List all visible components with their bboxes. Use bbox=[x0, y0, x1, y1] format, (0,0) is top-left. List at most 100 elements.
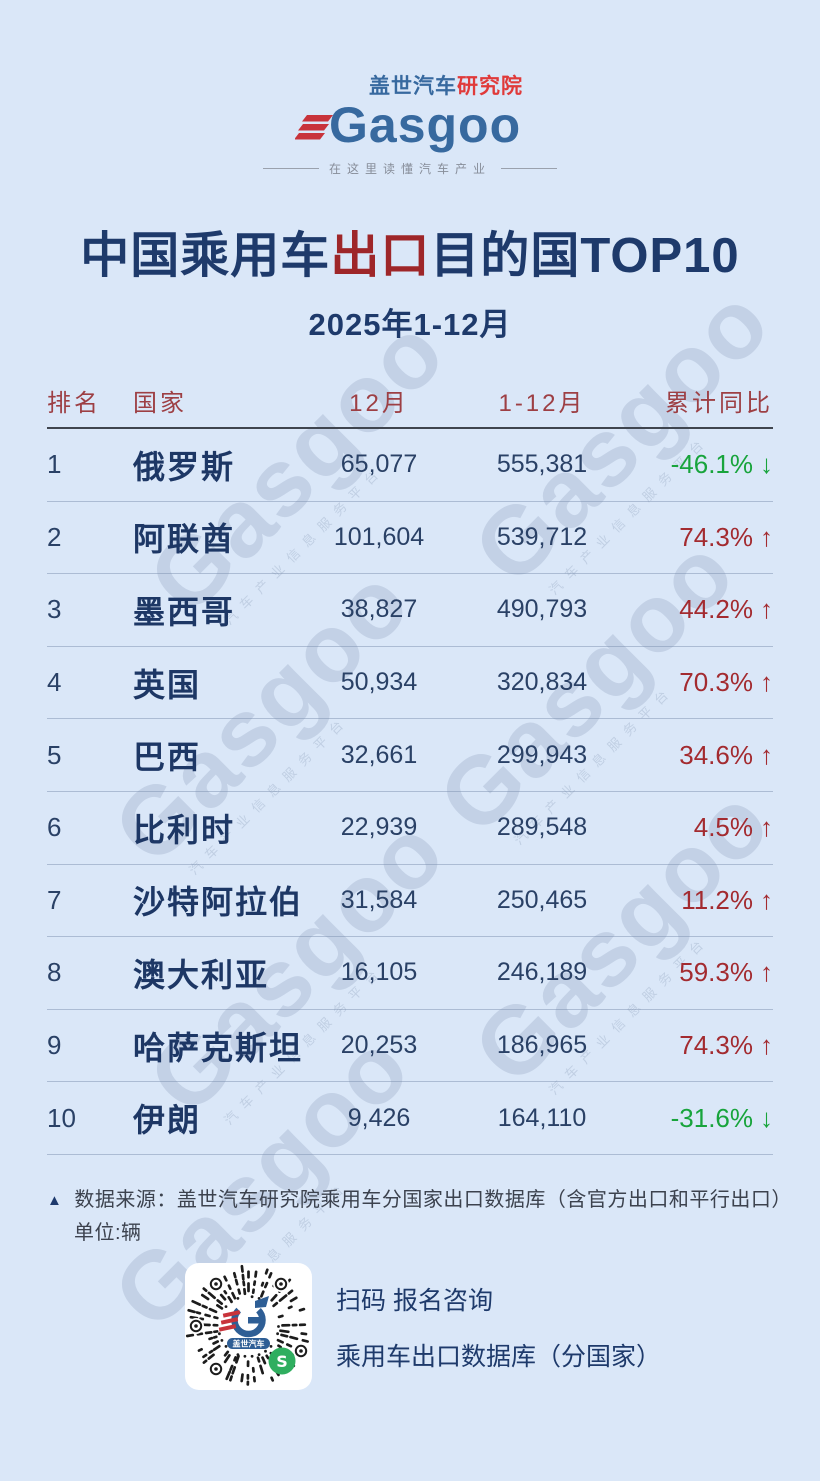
table-row: 5 巴西 32,661 299,943 34.6% ↑ bbox=[47, 719, 773, 792]
trend-arrow-icon: ↑ bbox=[760, 739, 773, 770]
table-row: 6 比利时 22,939 289,548 4.5% ↑ bbox=[47, 792, 773, 865]
logo-cn-brand: 盖世汽车 bbox=[369, 75, 457, 98]
title-prefix: 中国乘用车 bbox=[80, 229, 331, 283]
yoy-value: 70.3% bbox=[679, 667, 753, 698]
yoy-cell: -46.1% ↓ bbox=[631, 449, 773, 480]
rank-cell: 2 bbox=[47, 521, 62, 552]
source-marker-icon: ▲ bbox=[47, 1192, 63, 1209]
gasgoo-logo: Gasgoo 盖世汽车研究院 在这里读懂汽车产业 bbox=[0, 75, 820, 177]
ytd-value-cell: 539,712 bbox=[496, 522, 588, 551]
column-label-country: 国家 bbox=[133, 390, 187, 417]
table-row: 9 哈萨克斯坦 20,253 186,965 74.3% ↑ bbox=[47, 1010, 773, 1083]
trend-arrow-icon: ↓ bbox=[760, 449, 773, 480]
rank-cell: 6 bbox=[47, 812, 62, 843]
rank-cell: 10 bbox=[47, 1102, 76, 1133]
country-cell: 沙特阿拉伯 bbox=[133, 884, 304, 921]
footnote: ▲ 数据来源：盖世汽车研究院乘用车分国家出口数据库（含官方出口和平行出口） 单位… bbox=[47, 1184, 792, 1250]
source-text: 数据来源：盖世汽车研究院乘用车分国家出口数据库（含官方出口和平行出口） bbox=[74, 1189, 792, 1211]
country-cell: 比利时 bbox=[133, 811, 236, 848]
country-cell: 阿联酋 bbox=[133, 521, 236, 558]
qr-section: 盖世汽车 S 扫码 报名咨询 乘用车出口数据库（分国家） bbox=[185, 1263, 661, 1390]
yoy-cell: 34.6% ↑ bbox=[631, 740, 773, 771]
yoy-value: 59.3% bbox=[679, 957, 753, 988]
month-value-cell: 22,939 bbox=[340, 813, 418, 842]
ytd-value-cell: 186,965 bbox=[496, 1031, 588, 1060]
country-cell: 俄罗斯 bbox=[133, 448, 236, 485]
table-row: 3 墨西哥 38,827 490,793 44.2% ↑ bbox=[47, 574, 773, 647]
rank-cell: 5 bbox=[47, 739, 62, 770]
yoy-cell: 59.3% ↑ bbox=[631, 957, 773, 988]
page-title: 中国乘用车出口目的国TOP10 bbox=[0, 216, 820, 287]
title-highlight: 出口 bbox=[330, 229, 431, 283]
yoy-value: 34.6% bbox=[679, 739, 753, 770]
month-value-cell: 65,077 bbox=[340, 450, 418, 479]
table-row: 4 英国 50,934 320,834 70.3% ↑ bbox=[47, 647, 773, 720]
month-value-cell: 32,661 bbox=[340, 740, 418, 769]
trend-arrow-icon: ↓ bbox=[760, 1102, 773, 1133]
ytd-value-cell: 246,189 bbox=[496, 958, 588, 987]
trend-arrow-icon: ↑ bbox=[760, 594, 773, 625]
yoy-value: 11.2% bbox=[681, 884, 753, 915]
yoy-value: 74.3% bbox=[679, 1030, 753, 1061]
qr-caption-line1: 扫码 报名咨询 bbox=[336, 1286, 493, 1315]
country-cell: 伊朗 bbox=[133, 1102, 202, 1139]
table-row: 2 阿联酋 101,604 539,712 74.3% ↑ bbox=[47, 502, 773, 575]
column-label-rank: 排名 bbox=[47, 390, 101, 417]
country-cell: 哈萨克斯坦 bbox=[133, 1029, 304, 1066]
qr-code: 盖世汽车 S bbox=[185, 1264, 309, 1386]
rank-cell: 7 bbox=[47, 884, 62, 915]
column-label-ytd: 1-12月 bbox=[498, 390, 586, 417]
month-value-cell: 16,105 bbox=[340, 958, 418, 987]
tagline-text: 在这里读懂汽车产业 bbox=[328, 162, 491, 176]
ytd-value-cell: 320,834 bbox=[496, 668, 588, 697]
yoy-value: 4.5% bbox=[693, 812, 753, 843]
trend-arrow-icon: ↑ bbox=[760, 521, 773, 552]
month-value-cell: 38,827 bbox=[340, 595, 418, 624]
logo-chinese-name: 盖世汽车研究院 bbox=[369, 70, 523, 100]
trend-arrow-icon: ↑ bbox=[760, 812, 773, 843]
export-table: 排名 国家 12月 1-12月 累计同比 1 俄罗斯 65,077 555,38… bbox=[47, 383, 773, 1155]
country-cell: 英国 bbox=[133, 666, 202, 703]
table-row: 7 沙特阿拉伯 31,584 250,465 11.2% ↑ bbox=[47, 865, 773, 938]
yoy-value: -31.6% bbox=[670, 1102, 753, 1133]
ytd-value-cell: 164,110 bbox=[497, 1103, 587, 1132]
country-cell: 澳大利亚 bbox=[133, 956, 270, 993]
svg-text:盖世汽车: 盖世汽车 bbox=[233, 1339, 265, 1349]
unit-text: 单位:辆 bbox=[74, 1222, 142, 1244]
tagline-right-rule bbox=[501, 168, 557, 169]
table-header: 排名 国家 12月 1-12月 累计同比 bbox=[47, 383, 773, 429]
trend-arrow-icon: ↑ bbox=[760, 957, 773, 988]
rank-cell: 4 bbox=[47, 667, 62, 698]
yoy-cell: 74.3% ↑ bbox=[631, 522, 773, 553]
country-cell: 墨西哥 bbox=[133, 593, 236, 630]
ytd-value-cell: 555,381 bbox=[496, 450, 588, 479]
logo-tagline: 在这里读懂汽车产业 bbox=[262, 160, 557, 177]
month-value-cell: 31,584 bbox=[340, 885, 418, 914]
country-cell: 巴西 bbox=[133, 739, 202, 776]
yoy-value: 74.3% bbox=[679, 521, 753, 552]
ytd-value-cell: 299,943 bbox=[496, 740, 588, 769]
yoy-value: -46.1% bbox=[670, 449, 753, 480]
ytd-value-cell: 490,793 bbox=[496, 595, 588, 624]
trend-arrow-icon: ↑ bbox=[760, 667, 773, 698]
rank-cell: 9 bbox=[47, 1030, 62, 1061]
month-value-cell: 50,934 bbox=[340, 668, 418, 697]
logo-cn-institute: 研究院 bbox=[457, 75, 523, 98]
tagline-left-rule bbox=[262, 168, 319, 169]
svg-text:S: S bbox=[276, 1352, 288, 1371]
table-row: 8 澳大利亚 16,105 246,189 59.3% ↑ bbox=[47, 937, 773, 1010]
month-value-cell: 9,426 bbox=[347, 1103, 411, 1132]
yoy-value: 44.2% bbox=[679, 594, 753, 625]
month-value-cell: 101,604 bbox=[333, 522, 425, 551]
logo-stripes-icon bbox=[295, 115, 333, 140]
table-body: 1 俄罗斯 65,077 555,381 -46.1% ↓ 2 阿联酋 101,6… bbox=[47, 429, 773, 1155]
table-row: 10 伊朗 9,426 164,110 -31.6% ↓ bbox=[47, 1082, 773, 1155]
rank-cell: 1 bbox=[47, 449, 62, 480]
ytd-value-cell: 250,465 bbox=[496, 885, 588, 914]
trend-arrow-icon: ↑ bbox=[760, 884, 773, 915]
yoy-cell: 4.5% ↑ bbox=[631, 812, 773, 843]
column-label-yoy: 累计同比 bbox=[665, 390, 773, 417]
rank-cell: 3 bbox=[47, 594, 62, 625]
yoy-cell: 11.2% ↑ bbox=[631, 885, 773, 916]
